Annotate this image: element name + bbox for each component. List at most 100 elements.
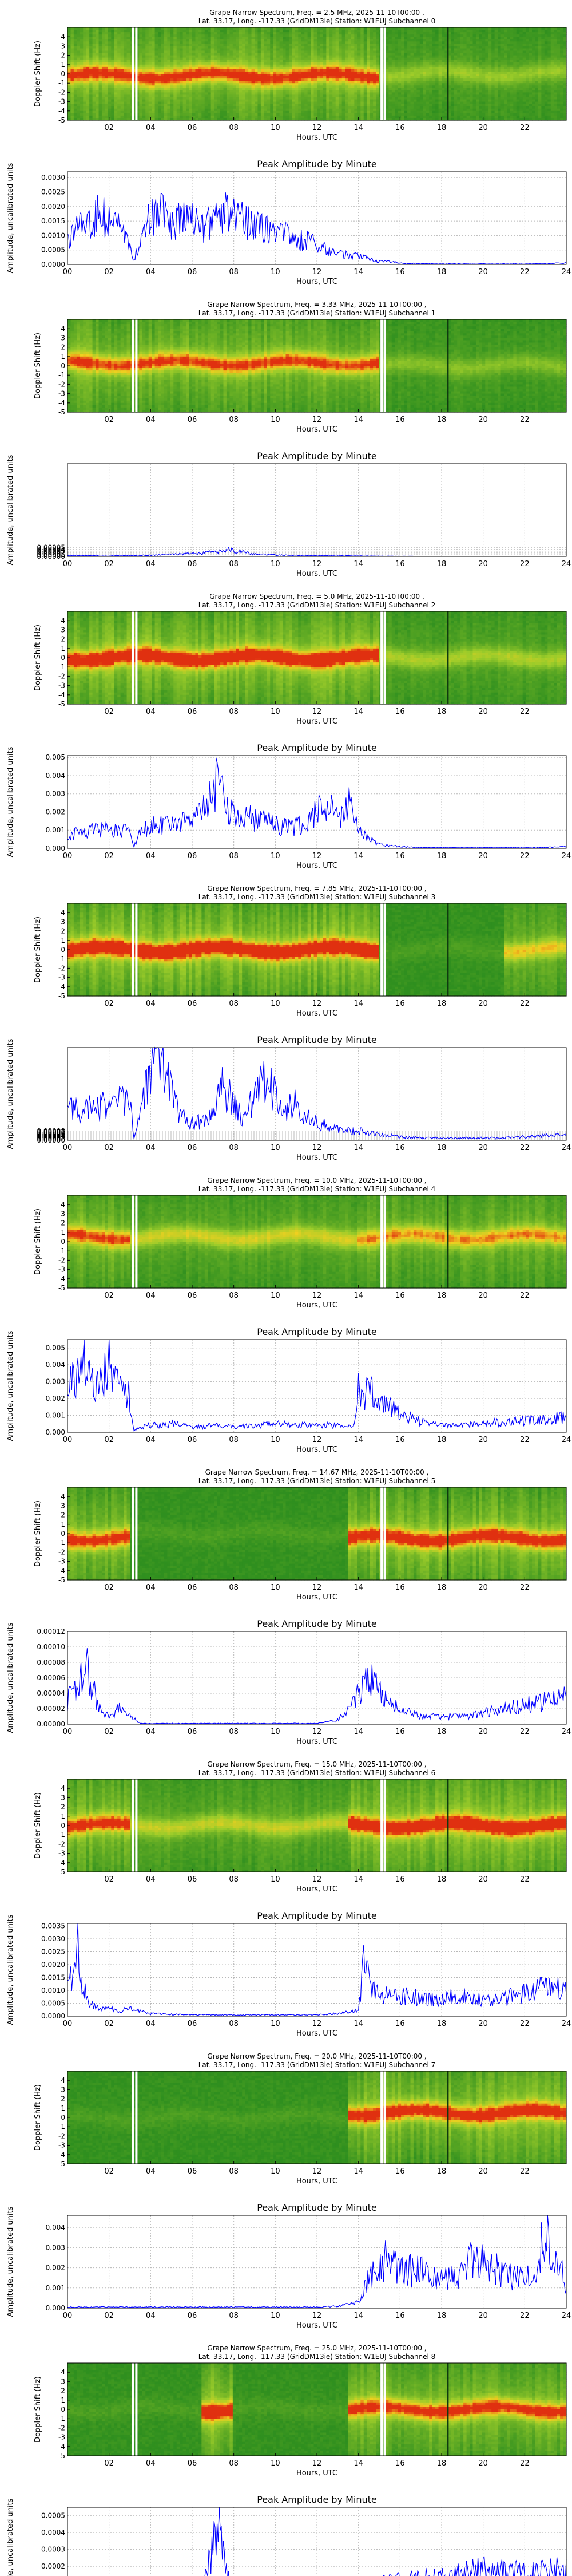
spectrogram-cell — [70, 44, 74, 46]
spectrogram-cell — [93, 32, 96, 35]
spectrogram-cell — [86, 34, 90, 37]
spectrogram-cell — [74, 60, 77, 63]
spectrogram-cell — [77, 62, 80, 65]
spectrogram-cell — [96, 32, 99, 35]
spectrogram-cell — [70, 104, 74, 107]
spectrogram-cell — [99, 83, 102, 86]
spectrogram-cell — [80, 37, 84, 39]
spectrogram-cell — [77, 100, 80, 102]
spectrogram-cell — [99, 100, 102, 102]
spectrogram-cell — [86, 56, 90, 58]
spectrogram-cell — [80, 94, 84, 97]
spectrogram-cell — [83, 69, 86, 72]
spectrogram-cell — [89, 56, 93, 58]
spectrogram-cell — [74, 27, 77, 30]
spectrogram-cell — [93, 62, 96, 65]
spectrogram-cell — [93, 27, 96, 30]
spectrogram-cell — [67, 94, 71, 97]
spectrogram-cell — [86, 102, 90, 105]
spectrogram-cell — [67, 102, 71, 105]
spectrogram-cell — [96, 111, 99, 114]
spectrogram-cell — [80, 74, 84, 77]
spectrogram-cell — [83, 116, 86, 118]
spectrogram-cell — [67, 106, 71, 109]
spectrogram-cell — [70, 74, 74, 77]
spectrogram-cell — [77, 104, 80, 107]
spectrogram-cell — [70, 46, 74, 49]
spectrogram-cell — [77, 106, 80, 109]
spectrogram-cell — [67, 78, 71, 81]
spectrogram-cell — [102, 44, 105, 46]
spectrogram-cell — [80, 83, 84, 86]
spectrogram-cell — [74, 109, 77, 112]
spectrogram-cell — [80, 92, 84, 95]
spectrogram-cell — [80, 72, 84, 74]
spectrogram-cell — [86, 97, 90, 100]
spectrogram-cell — [77, 32, 80, 35]
spectrogram-cell — [96, 76, 99, 79]
spectrogram-cell — [89, 111, 93, 114]
spectrogram-cell — [93, 81, 96, 84]
spectrogram-cell — [86, 106, 90, 109]
spectrogram-cell — [80, 44, 84, 46]
spectrogram-cell — [70, 53, 74, 56]
spectrogram-cell — [70, 30, 74, 33]
spectrogram-cell — [80, 85, 84, 88]
spectrogram-cell — [83, 72, 86, 74]
spectrogram-cell — [83, 106, 86, 109]
spectrogram-cell — [102, 32, 105, 35]
spectrogram-cell — [89, 92, 93, 95]
spectrogram-cell — [96, 69, 99, 72]
spectrogram-cell — [74, 39, 77, 42]
spectrogram-cell — [96, 46, 99, 49]
spectrogram-cell — [83, 104, 86, 107]
spectrogram-cell — [89, 116, 93, 118]
spectrogram-cell — [67, 48, 71, 51]
spectrogram-cell — [96, 51, 99, 54]
spectrogram-cell — [80, 78, 84, 81]
spectrogram-cell — [102, 51, 105, 54]
spectrogram-cell — [80, 100, 84, 102]
spectrogram-cell — [86, 37, 90, 39]
spectrogram-cell — [89, 102, 93, 105]
spectrogram-cell — [80, 39, 84, 42]
spectrogram-cell — [67, 92, 71, 95]
spectrogram-cell — [86, 30, 90, 33]
spectrogram-cell — [89, 100, 93, 102]
spectrogram-cell — [77, 78, 80, 81]
spectrogram-cell — [86, 109, 90, 112]
spectrogram-cell — [77, 46, 80, 49]
spectrogram-cell — [93, 58, 96, 61]
spectrogram-cell — [89, 104, 93, 107]
spectrogram-cell — [70, 100, 74, 102]
spectrogram-cell — [77, 94, 80, 97]
spectrogram-cell — [83, 111, 86, 114]
spectrogram-cell — [86, 85, 90, 88]
spectrogram-cell — [80, 62, 84, 65]
spectrogram-cell — [83, 78, 86, 81]
spectrogram-cell — [102, 56, 105, 58]
spectrogram-cell — [80, 69, 84, 72]
spectrogram-cell — [77, 60, 80, 63]
spectrogram-cell — [83, 46, 86, 49]
spectrogram-cell — [99, 48, 102, 51]
spectrogram-cell — [99, 94, 102, 97]
spectrogram-cell — [80, 76, 84, 79]
spectrogram-cell — [74, 34, 77, 37]
spectrogram-cell — [77, 58, 80, 61]
spectrogram-cell — [80, 81, 84, 84]
spectrogram-cell — [86, 78, 90, 81]
spectrogram-cell — [70, 94, 74, 97]
spectrogram-cell — [74, 100, 77, 102]
spectrogram-cells — [67, 27, 567, 121]
spectrogram-cell — [70, 92, 74, 95]
spectrogram-cell — [83, 32, 86, 35]
spectrogram-cell — [67, 88, 71, 90]
spectrogram-cell — [93, 90, 96, 93]
spectrogram-cell — [77, 113, 80, 116]
spectrogram-cell — [93, 113, 96, 116]
spectrogram-cell — [93, 97, 96, 100]
spectrogram-cell — [70, 32, 74, 35]
spectrogram-cell — [77, 67, 80, 70]
spectrogram-cell — [70, 111, 74, 114]
